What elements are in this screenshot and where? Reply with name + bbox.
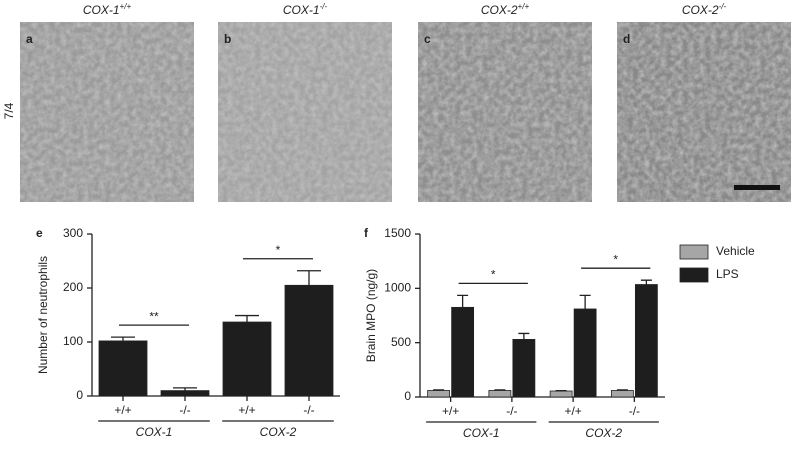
- error-bar: [111, 337, 135, 341]
- error-bar: [518, 333, 529, 339]
- bar: [428, 390, 450, 397]
- bar: [223, 322, 271, 396]
- panel-title: COX-1+/+: [83, 2, 132, 17]
- bar: [452, 307, 474, 397]
- y-tick-label: 0: [76, 388, 83, 402]
- x-tick-label: -/-: [179, 403, 190, 417]
- bar: [489, 390, 511, 397]
- panel-letter: e: [36, 226, 43, 240]
- y-axis-label: Brain MPO (ng/g): [364, 269, 378, 362]
- panel-title: COX-1-/-: [283, 2, 328, 17]
- genotype: -/-: [320, 2, 328, 11]
- gene-name: COX-1: [83, 3, 120, 17]
- group-label: COX-2: [585, 426, 622, 440]
- y-axis-label: Number of neutrophils: [36, 256, 50, 374]
- x-tick-label: +/+: [442, 404, 459, 418]
- genotype: +/+: [120, 2, 132, 11]
- error-bar: [173, 388, 197, 391]
- y-tick-label: 1500: [384, 226, 411, 240]
- bar: [285, 285, 333, 396]
- bar: [574, 309, 596, 397]
- y-tick-label: 1000: [384, 281, 411, 295]
- error-bar: [641, 280, 652, 284]
- genotype: +/+: [518, 2, 530, 11]
- significance-label: *: [491, 268, 496, 282]
- error-bar: [457, 295, 468, 307]
- panel-letter: b: [224, 32, 231, 46]
- gene-name: COX-2: [682, 3, 719, 17]
- legend-label: LPS: [716, 267, 739, 281]
- micrograph-texture: [218, 22, 392, 202]
- error-bar: [297, 271, 321, 286]
- bar: [513, 339, 535, 397]
- error-bar: [235, 316, 259, 322]
- legend-swatch: [680, 245, 708, 259]
- panel-letter: d: [623, 32, 630, 46]
- bar: [611, 390, 633, 397]
- bar: [161, 391, 209, 396]
- x-tick-label: +/+: [114, 403, 131, 417]
- genotype: -/-: [719, 2, 727, 11]
- bar: [550, 391, 572, 397]
- legend-label: Vehicle: [716, 244, 755, 258]
- micrograph-texture: [418, 22, 592, 202]
- panel-letter: f: [364, 226, 369, 240]
- panel-letter: a: [26, 32, 33, 46]
- x-tick-label: -/-: [506, 404, 517, 418]
- gene-name: COX-2: [481, 3, 518, 17]
- micrograph-texture: [20, 22, 194, 202]
- y-tick-label: 0: [404, 389, 411, 403]
- gene-name: COX-1: [283, 3, 320, 17]
- x-tick-label: -/-: [303, 403, 314, 417]
- error-bar: [494, 390, 505, 391]
- x-tick-label: +/+: [564, 404, 581, 418]
- scale-bar: [734, 185, 780, 190]
- significance-label: *: [613, 252, 618, 266]
- group-label: COX-2: [260, 425, 297, 439]
- error-bar: [580, 295, 591, 309]
- micrograph-texture: [617, 22, 791, 202]
- y-tick-label: 200: [63, 280, 83, 294]
- x-tick-label: +/+: [238, 403, 255, 417]
- row-label: 7/4: [2, 102, 16, 119]
- y-tick-label: 100: [63, 334, 83, 348]
- panel-title: COX-2+/+: [481, 2, 530, 17]
- bar: [635, 285, 657, 397]
- panel-letter: c: [424, 32, 431, 46]
- y-tick-label: 300: [63, 226, 83, 240]
- group-label: COX-1: [463, 426, 500, 440]
- group-label: COX-1: [136, 425, 173, 439]
- significance-label: *: [276, 243, 281, 257]
- x-tick-label: -/-: [629, 404, 640, 418]
- error-bar: [617, 390, 628, 391]
- panel-title: COX-2-/-: [682, 2, 727, 17]
- error-bar: [433, 390, 444, 391]
- legend-swatch: [680, 268, 708, 282]
- y-tick-label: 500: [391, 335, 411, 349]
- bar: [99, 341, 147, 396]
- significance-label: **: [149, 309, 159, 323]
